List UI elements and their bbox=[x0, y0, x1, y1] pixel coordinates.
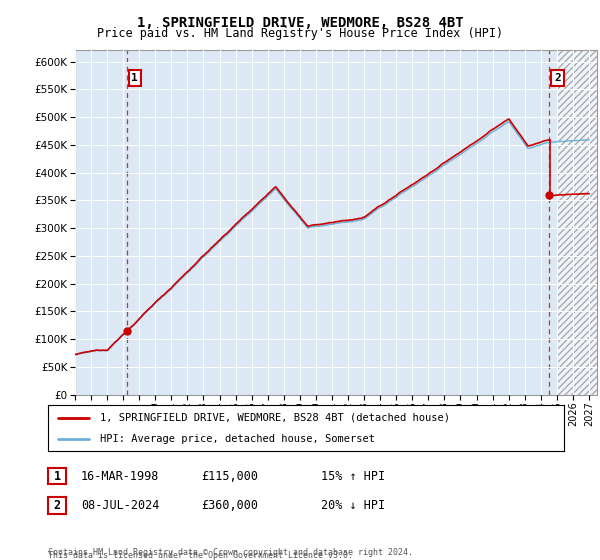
Text: 1, SPRINGFIELD DRIVE, WEDMORE, BS28 4BT (detached house): 1, SPRINGFIELD DRIVE, WEDMORE, BS28 4BT … bbox=[100, 413, 449, 423]
Text: Price paid vs. HM Land Registry's House Price Index (HPI): Price paid vs. HM Land Registry's House … bbox=[97, 27, 503, 40]
Text: 15% ↑ HPI: 15% ↑ HPI bbox=[321, 469, 385, 483]
Text: 20% ↓ HPI: 20% ↓ HPI bbox=[321, 499, 385, 512]
Bar bbox=[557, 50, 597, 395]
Bar bbox=[557, 50, 597, 395]
Text: Contains HM Land Registry data © Crown copyright and database right 2024.: Contains HM Land Registry data © Crown c… bbox=[48, 548, 413, 557]
Text: 1: 1 bbox=[131, 73, 138, 83]
Text: £360,000: £360,000 bbox=[201, 499, 258, 512]
Text: £115,000: £115,000 bbox=[201, 469, 258, 483]
Text: HPI: Average price, detached house, Somerset: HPI: Average price, detached house, Some… bbox=[100, 435, 374, 444]
Text: 2: 2 bbox=[554, 73, 561, 83]
Text: 2: 2 bbox=[53, 499, 61, 512]
Text: 16-MAR-1998: 16-MAR-1998 bbox=[81, 469, 160, 483]
Text: 1: 1 bbox=[53, 469, 61, 483]
Text: 08-JUL-2024: 08-JUL-2024 bbox=[81, 499, 160, 512]
Text: 1, SPRINGFIELD DRIVE, WEDMORE, BS28 4BT: 1, SPRINGFIELD DRIVE, WEDMORE, BS28 4BT bbox=[137, 16, 463, 30]
Text: This data is licensed under the Open Government Licence v3.0.: This data is licensed under the Open Gov… bbox=[48, 551, 353, 560]
